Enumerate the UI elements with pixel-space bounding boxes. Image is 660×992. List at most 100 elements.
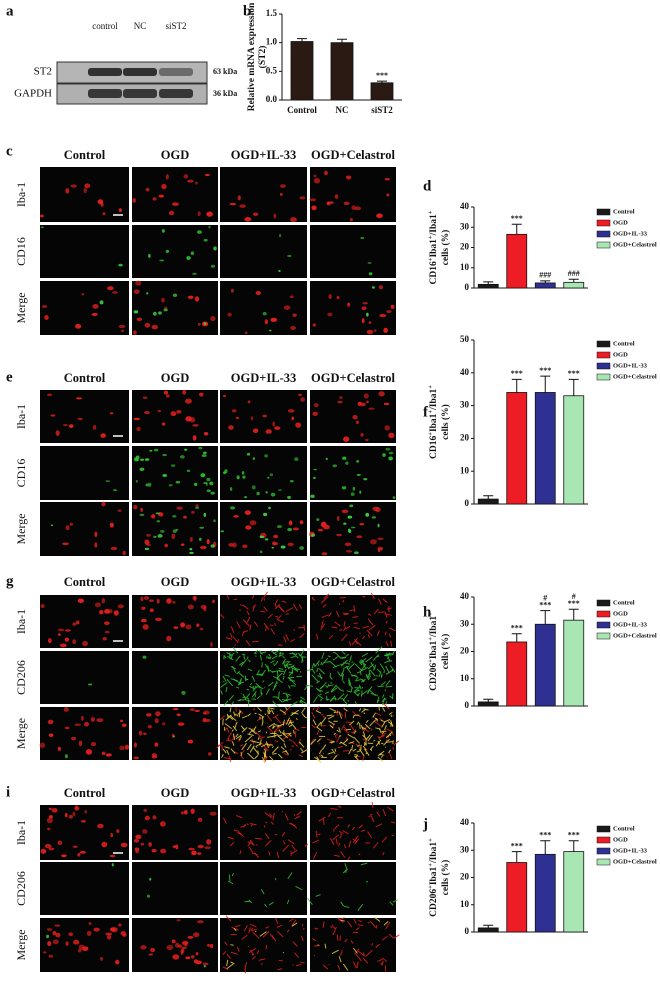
cell-signal xyxy=(385,641,389,647)
cell-signal xyxy=(318,754,321,758)
cell-signal xyxy=(372,716,374,718)
cell-signal xyxy=(300,747,304,752)
cell-signal xyxy=(280,184,286,188)
cell-signal xyxy=(316,680,320,684)
cell-signal xyxy=(280,545,286,549)
cell-signal xyxy=(248,730,253,735)
micrograph xyxy=(132,280,218,335)
cell-signal xyxy=(249,682,253,686)
cell-signal xyxy=(366,629,373,637)
cell-signal xyxy=(343,621,346,627)
cell-signal xyxy=(251,953,254,956)
cell-signal xyxy=(46,817,53,824)
cell-signal xyxy=(143,808,148,813)
cell-signal xyxy=(241,631,245,637)
cell-signal xyxy=(177,944,182,948)
cell-signal xyxy=(377,735,385,739)
cell-signal xyxy=(365,656,373,663)
cell-signal xyxy=(230,735,237,742)
cell-signal xyxy=(50,414,56,417)
cell-signal xyxy=(368,272,373,276)
cell-signal xyxy=(311,674,319,682)
cell-signal xyxy=(312,938,317,942)
cell-signal xyxy=(190,251,195,256)
cell-signal xyxy=(238,681,245,685)
cell-signal xyxy=(141,829,148,834)
cell-signal xyxy=(258,958,266,961)
cell-signal xyxy=(161,228,165,233)
cell-signal xyxy=(183,515,187,519)
cell-signal xyxy=(205,483,208,486)
cell-signal xyxy=(70,184,77,188)
cell-signal xyxy=(149,877,152,881)
cell-signal xyxy=(267,665,270,673)
cell-signal xyxy=(334,735,337,739)
y-axis-label-part: + xyxy=(427,210,434,214)
cell-signal xyxy=(216,741,224,749)
cell-signal xyxy=(353,918,357,924)
cell-signal xyxy=(242,619,250,627)
cell-signal xyxy=(241,715,248,719)
cell-signal xyxy=(262,931,270,938)
cell-signal xyxy=(148,953,154,956)
cell-signal xyxy=(48,807,52,811)
cell-signal xyxy=(104,630,110,634)
cell-signal xyxy=(298,741,305,748)
cell-signal xyxy=(180,455,185,459)
cell-signal xyxy=(224,469,228,474)
cell-signal xyxy=(342,680,345,684)
cell-signal xyxy=(390,714,393,718)
cell-signal xyxy=(222,675,227,682)
y-axis-label: CD16+Iba1+/Iba1+ xyxy=(427,385,439,459)
cell-signal xyxy=(234,924,241,928)
cell-signal xyxy=(358,853,361,856)
micrograph-bg xyxy=(310,167,396,222)
cell-signal xyxy=(84,183,91,189)
cell-signal xyxy=(285,633,290,641)
cell-signal xyxy=(145,483,149,487)
cell-signal xyxy=(271,746,279,754)
cell-signal xyxy=(320,661,323,666)
cell-signal xyxy=(246,610,250,616)
error-bar xyxy=(483,924,494,928)
cell-signal xyxy=(274,604,278,609)
cell-signal xyxy=(385,665,390,674)
y-axis-label-part: + xyxy=(427,235,434,239)
cell-signal xyxy=(191,850,197,856)
cell-signal xyxy=(88,921,92,926)
cell-signal xyxy=(277,968,283,971)
y-tick-label: 20 xyxy=(460,872,470,882)
cell-signal xyxy=(343,844,347,849)
cell-signal xyxy=(383,719,391,723)
cell-signal xyxy=(343,522,347,525)
cell-signal xyxy=(363,712,366,715)
error-bar xyxy=(540,375,551,393)
cell-signal xyxy=(340,901,345,907)
cell-signal xyxy=(263,591,268,598)
cell-signal xyxy=(82,640,88,647)
cell-signal xyxy=(96,718,104,723)
cell-signal xyxy=(84,810,88,814)
cell-signal xyxy=(249,745,255,753)
legend-swatch xyxy=(596,219,611,227)
cell-signal xyxy=(351,744,354,751)
cell-signal xyxy=(287,719,292,726)
cell-signal xyxy=(290,217,297,223)
cell-signal xyxy=(264,713,267,716)
cell-signal xyxy=(243,925,248,932)
cell-signal xyxy=(244,217,252,222)
cell-signal xyxy=(356,750,361,753)
legend-swatch xyxy=(596,351,611,359)
cell-signal xyxy=(351,637,359,646)
cell-signal xyxy=(194,709,200,713)
cell-signal xyxy=(340,697,342,700)
cell-signal xyxy=(153,535,157,538)
cell-signal xyxy=(345,869,347,873)
cell-signal xyxy=(61,854,67,858)
cell-signal xyxy=(199,526,205,529)
cell-signal xyxy=(227,836,234,840)
cell-signal xyxy=(192,423,199,427)
cell-signal xyxy=(155,711,161,717)
cell-signal xyxy=(93,927,100,932)
cell-signal xyxy=(230,951,238,955)
